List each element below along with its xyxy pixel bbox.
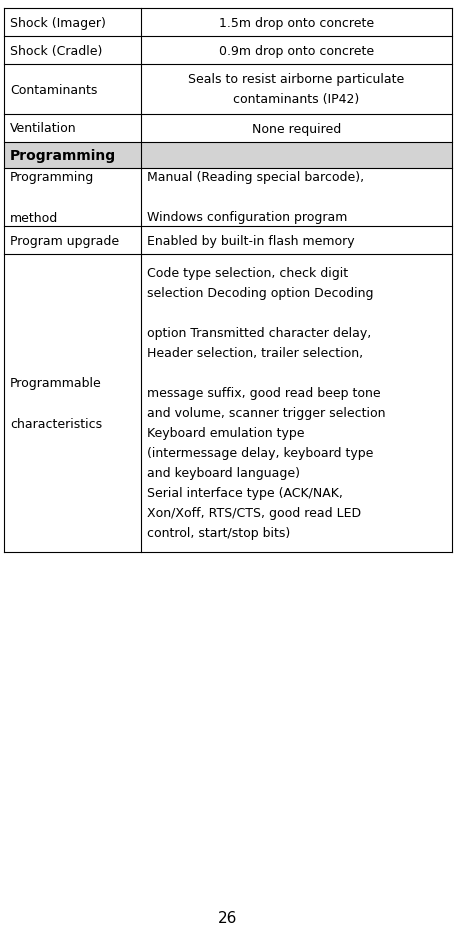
Bar: [4, 168, 140, 227]
Bar: [140, 227, 451, 255]
Text: Shock (Imager): Shock (Imager): [10, 17, 106, 29]
Text: Programming: Programming: [10, 171, 94, 184]
Bar: [4, 37, 140, 65]
Text: and keyboard language): and keyboard language): [147, 467, 299, 480]
Text: control, start/stop bits): control, start/stop bits): [147, 527, 289, 540]
Text: Header selection, trailer selection,: Header selection, trailer selection,: [147, 347, 362, 360]
Text: Programmable: Programmable: [10, 377, 101, 390]
Text: 1.5m drop onto concrete: 1.5m drop onto concrete: [218, 17, 373, 29]
Text: option Transmitted character delay,: option Transmitted character delay,: [147, 328, 370, 340]
Text: Manual (Reading special barcode),: Manual (Reading special barcode),: [147, 171, 363, 184]
Text: Program upgrade: Program upgrade: [10, 234, 119, 247]
Bar: [140, 65, 451, 115]
Text: message suffix, good read beep tone: message suffix, good read beep tone: [147, 388, 379, 400]
Bar: [140, 9, 451, 37]
Bar: [140, 115, 451, 143]
Text: Seals to resist airborne particulate: Seals to resist airborne particulate: [188, 73, 404, 86]
Bar: [4, 9, 140, 37]
Bar: [4, 255, 140, 552]
Text: 0.9m drop onto concrete: 0.9m drop onto concrete: [218, 44, 373, 57]
Text: Keyboard emulation type: Keyboard emulation type: [147, 427, 303, 440]
Text: Contaminants: Contaminants: [10, 83, 97, 96]
Text: selection Decoding option Decoding: selection Decoding option Decoding: [147, 287, 372, 300]
Bar: [140, 255, 451, 552]
Text: characteristics: characteristics: [10, 417, 102, 430]
Text: and volume, scanner trigger selection: and volume, scanner trigger selection: [147, 407, 384, 420]
Text: Programming: Programming: [10, 149, 116, 163]
Text: Code type selection, check digit: Code type selection, check digit: [147, 267, 347, 280]
Text: Windows configuration program: Windows configuration program: [147, 212, 346, 225]
Text: contaminants (IP42): contaminants (IP42): [233, 94, 359, 107]
Text: (intermessage delay, keyboard type: (intermessage delay, keyboard type: [147, 447, 372, 460]
Bar: [140, 37, 451, 65]
Bar: [4, 143, 451, 168]
Text: Serial interface type (ACK/NAK,: Serial interface type (ACK/NAK,: [147, 487, 342, 500]
Bar: [4, 115, 140, 143]
Text: Shock (Cradle): Shock (Cradle): [10, 44, 102, 57]
Text: None required: None required: [251, 123, 340, 136]
Text: Ventilation: Ventilation: [10, 123, 76, 136]
Text: 26: 26: [218, 911, 237, 926]
Text: method: method: [10, 212, 58, 225]
Text: Xon/Xoff, RTS/CTS, good read LED: Xon/Xoff, RTS/CTS, good read LED: [147, 507, 360, 519]
Text: Enabled by built-in flash memory: Enabled by built-in flash memory: [147, 234, 354, 247]
Bar: [4, 65, 140, 115]
Bar: [140, 168, 451, 227]
Bar: [4, 227, 140, 255]
